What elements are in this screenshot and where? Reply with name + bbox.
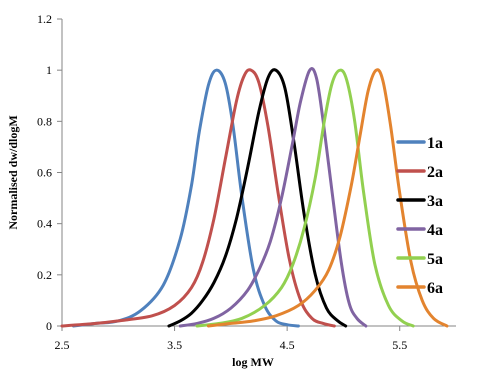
y-tick-label: 0.8 [37,114,52,128]
x-tick-label: 4.5 [280,338,295,352]
series-layer [60,67,449,328]
series-line-2a [60,68,336,328]
y-tick-label: 0.2 [37,268,52,282]
series-line-4a [178,67,368,328]
y-tick-label: 0.4 [37,217,52,231]
x-tick-label: 3.5 [167,338,182,352]
x-tick-label: 2.5 [55,338,70,352]
legend-label-3a: 3a [427,193,443,210]
series-line-6a [206,68,449,328]
legend-label-2a: 2a [427,164,443,181]
legend-label-5a: 5a [427,251,443,268]
series-line-3a [167,68,348,328]
legend-label-6a: 6a [427,280,443,297]
x-tick-label: 5.5 [392,338,407,352]
legend-label-1a: 1a [427,135,443,152]
y-tick-label: 1 [46,63,52,77]
legend-label-4a: 4a [427,222,443,239]
y-tick-label: 0.6 [37,166,52,180]
x-axis-title: log MW [232,355,274,369]
series-line-5a [195,68,415,328]
y-axis-title: Normalised dw/dlogM [6,115,20,229]
y-tick-label: 1.2 [37,12,52,26]
plot-area: 0 0.2 0.4 0.6 0.8 1 1.2 2.5 3.5 4.5 5.5 [37,12,456,352]
legend: 1a 2a 3a 4a 5a 6a [396,135,443,297]
y-tick-label: 0 [46,319,52,333]
